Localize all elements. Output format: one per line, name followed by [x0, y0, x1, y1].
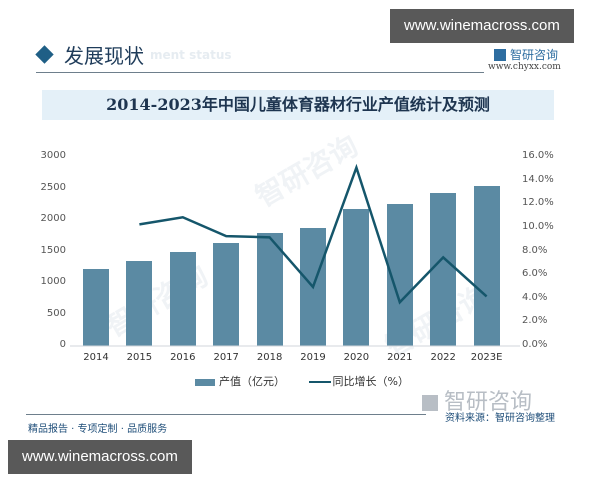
brand-logo-icon: [494, 48, 506, 61]
x-axis-tick: 2015: [126, 352, 153, 363]
chart-title-band: 2014-2023年中国儿童体育器材行业产值统计及预测: [42, 90, 554, 120]
left-axis-tick: 2500: [40, 181, 66, 193]
x-axis-tick: 2014: [83, 352, 109, 363]
bar: [343, 209, 370, 346]
left-axis-tick: 1000: [40, 276, 66, 287]
bar: [126, 260, 153, 346]
x-axis-tick: 2022: [430, 352, 456, 363]
watermark: 智研咨询: [100, 259, 214, 344]
tagline: 精品报告 · 专项定制 · 品质服务: [28, 424, 168, 435]
left-axis-tick: 3000: [40, 150, 66, 161]
bar: [430, 192, 457, 346]
right-axis-tick: 4.0%: [522, 291, 548, 303]
legend-line-swatch: [308, 381, 331, 383]
x-axis-tick: 2020: [343, 352, 370, 363]
left-axis-tick: 2000: [40, 213, 66, 224]
bar: [213, 243, 240, 346]
right-axis-tick: 16.0%: [522, 150, 554, 161]
watermark-url-bottom: www.winemacross.com: [8, 440, 192, 474]
right-axis-tick: 14.0%: [522, 173, 554, 185]
right-axis-tick: 0.0%: [522, 339, 548, 350]
legend-line-label: 同比增长（%）: [332, 375, 409, 388]
section-header: 发展现状 ment status: [30, 38, 590, 74]
brand-name: 智研咨询: [510, 48, 559, 62]
bar: [83, 269, 109, 346]
legend: 产值（亿元） 同比增长（%）: [195, 373, 409, 389]
right-axis-tick: 6.0%: [522, 268, 548, 280]
watermark-url-top: www.winemacross.com: [390, 9, 574, 43]
bar: [386, 204, 413, 346]
source-note: 资料来源：智研咨询整理: [445, 413, 555, 424]
footer-divider: [26, 414, 426, 415]
brand-url: www.chyxx.com: [488, 62, 561, 72]
bar: [256, 233, 283, 346]
left-axis-tick: 0: [59, 339, 66, 350]
x-axis-tick: 2021: [387, 352, 413, 363]
right-axis-tick: 12.0%: [522, 197, 554, 209]
watermark: 智研咨询: [250, 129, 364, 214]
right-axis-tick: 10.0%: [522, 220, 554, 232]
header-divider: [36, 72, 484, 73]
legend-bar-swatch: [195, 378, 215, 386]
right-axis-tick: 2.0%: [522, 315, 548, 327]
x-axis-tick: 2023E: [470, 352, 503, 363]
chart-title: 2014-2023年中国儿童体育器材行业产值统计及预测: [106, 95, 490, 114]
left-axis-tick: 500: [46, 307, 66, 319]
diamond-icon: [35, 45, 54, 64]
bar: [169, 252, 196, 346]
left-axis-tick: 1500: [40, 244, 66, 256]
footer-brand: 智研咨询: [422, 384, 532, 416]
section-subtitle: ment status: [150, 48, 232, 62]
right-axis-tick: 8.0%: [522, 244, 548, 256]
legend-bar-label: 产值（亿元）: [219, 375, 285, 388]
brand-logo-icon: [422, 395, 438, 411]
section-title: 发展现状: [64, 44, 144, 68]
x-axis-tick: 2017: [213, 352, 239, 363]
x-axis-tick: 2016: [170, 352, 196, 363]
bar: [300, 228, 326, 346]
bar: [473, 185, 500, 346]
brand-block: 智研咨询 www.chyxx.com: [488, 44, 594, 72]
x-axis-tick: 2019: [300, 352, 326, 363]
x-axis-tick: 2018: [256, 352, 283, 363]
